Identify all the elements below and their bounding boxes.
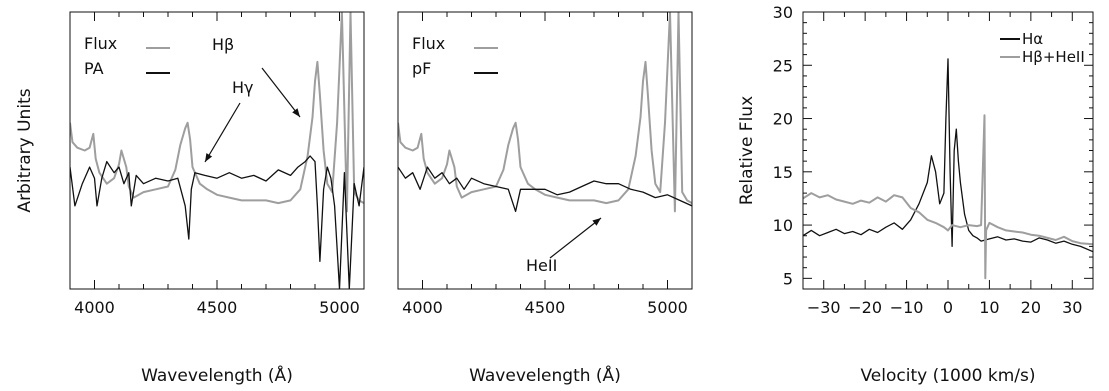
series-line-2 bbox=[803, 114, 1093, 280]
x-axis-label: Velocity (1000 km/s) bbox=[860, 366, 1035, 386]
series-line-2 bbox=[70, 155, 364, 289]
y-tick-label: 15 bbox=[773, 163, 793, 182]
annotation-hgamma-arrow bbox=[204, 102, 241, 163]
annotation-hbeta-arrow-head bbox=[292, 108, 300, 117]
y-tick-label: 30 bbox=[773, 3, 793, 22]
annotation-hgamma: Hγ bbox=[232, 78, 254, 97]
y-axis-label: Arbitrary Units bbox=[15, 88, 35, 212]
annotation-hbeta-arrow bbox=[261, 67, 301, 118]
x-tick-label: 4000 bbox=[402, 298, 443, 317]
series-line-2 bbox=[398, 166, 692, 213]
series-line-1 bbox=[70, 12, 364, 213]
legend-label: Flux bbox=[84, 34, 117, 53]
x-tick-label: −30 bbox=[807, 298, 841, 317]
panel-right: −30 −20 −10 0 10 20 30 5 10 15 20 25 30 Velocity (100… bbox=[737, 3, 1094, 386]
annotation-heii-arrow bbox=[549, 217, 602, 259]
x-tick-label: 4500 bbox=[525, 298, 566, 317]
legend-label: Hβ+HeII bbox=[1022, 48, 1085, 66]
legend-label: PA bbox=[84, 59, 104, 78]
y-tick-label: 10 bbox=[773, 216, 793, 235]
y-tick-label: 25 bbox=[773, 56, 793, 75]
legend-label: Flux bbox=[412, 34, 445, 53]
annotation-hbeta: Hβ bbox=[212, 35, 234, 54]
series-line-1 bbox=[803, 58, 1093, 253]
x-tick-label: 5000 bbox=[647, 298, 688, 317]
panel-middle: 4000 4500 5000 Wavevelength (Å) Flux pF HeII bbox=[397, 11, 693, 386]
x-tick-label: 4500 bbox=[197, 298, 238, 317]
series-line-1 bbox=[398, 12, 692, 213]
y-axis-label: Relative Flux bbox=[737, 96, 757, 205]
annotation-heii-arrow-head bbox=[592, 218, 601, 226]
y-tick-label: 5 bbox=[783, 269, 793, 288]
x-axis-label: Wavevelength (Å) bbox=[469, 364, 621, 386]
x-tick-label: −10 bbox=[890, 298, 924, 317]
x-tick-label: 5000 bbox=[319, 298, 360, 317]
legend-label: Hα bbox=[1022, 30, 1043, 48]
legend-label: pF bbox=[412, 59, 431, 78]
axes-frame bbox=[397, 11, 693, 290]
x-tick-label: 30 bbox=[1062, 298, 1082, 317]
annotation-heii: HeII bbox=[526, 256, 557, 275]
x-tick-label: −20 bbox=[848, 298, 882, 317]
x-tick-label: 4000 bbox=[74, 298, 115, 317]
x-tick-label: 0 bbox=[943, 298, 953, 317]
panel-left: 4000 4500 5000 Wavevelength (Å) Arbitrary Un… bbox=[15, 11, 365, 386]
y-tick-label: 20 bbox=[773, 110, 793, 129]
x-tick-label: 20 bbox=[1021, 298, 1041, 317]
x-axis-label: Wavevelength (Å) bbox=[141, 364, 293, 386]
x-tick-label: 10 bbox=[979, 298, 999, 317]
annotation-hgamma-arrow-head bbox=[205, 153, 213, 162]
